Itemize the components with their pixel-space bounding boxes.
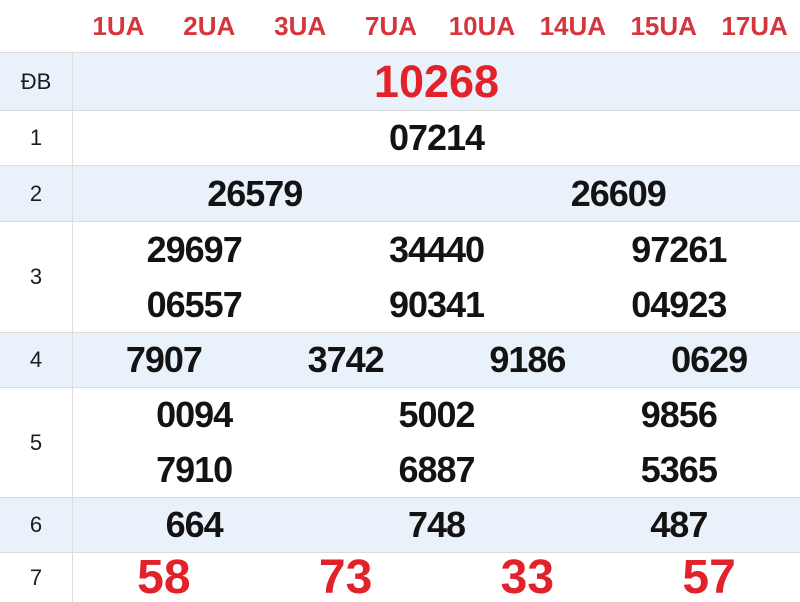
- prize-number-red: 33: [500, 550, 555, 602]
- prize-number: 9186: [489, 339, 566, 380]
- prize-number: 26579: [207, 172, 303, 214]
- table-row-4: 4 7907 3742 9186 0629: [0, 332, 800, 387]
- row-label: 1: [0, 111, 73, 165]
- table-row-3: 3 29697 34440 97261 06557 90341 04923: [0, 221, 800, 332]
- column-header-14ua: 14UA: [539, 10, 607, 41]
- prize-number: 0629: [671, 339, 748, 380]
- header-label-spacer: [0, 0, 73, 52]
- prize-number-red: 73: [318, 550, 373, 602]
- table-row-6: 6 664 748 487: [0, 497, 800, 552]
- prize-number: 5002: [398, 394, 475, 436]
- column-header-7ua: 7UA: [365, 10, 418, 41]
- table-row-2: 2 26579 26609: [0, 165, 800, 221]
- table-row-7: 7 58 73 33 57: [0, 552, 800, 602]
- prize-number: 04923: [631, 283, 727, 325]
- table-row-db: ĐB 10268: [0, 52, 800, 110]
- prize-number: 7910: [156, 448, 233, 490]
- column-header-2ua: 2UA: [183, 10, 236, 41]
- prize-number-special: 10268: [373, 56, 500, 107]
- column-header-10ua: 10UA: [448, 10, 516, 41]
- prize-number: 26609: [570, 172, 667, 214]
- prize-number: 97261: [631, 228, 727, 270]
- prize-number: 7907: [125, 339, 203, 380]
- prize-number: 90341: [388, 283, 485, 325]
- row-label: 2: [0, 166, 73, 221]
- row-label: 6: [0, 498, 73, 552]
- prize-number: 34440: [388, 228, 485, 270]
- row-label: 3: [0, 222, 73, 332]
- table-row-5: 5 0094 5002 9856 7910 6887 5365: [0, 387, 800, 497]
- prize-number: 9856: [640, 394, 718, 436]
- prize-number: 07214: [388, 117, 485, 158]
- row-label: 7: [0, 553, 73, 602]
- column-header-1ua: 1UA: [92, 10, 145, 41]
- row-label: 4: [0, 333, 73, 387]
- header-row: 1UA 2UA 3UA 7UA 10UA 14UA 15UA 17UA: [0, 0, 800, 52]
- row-label: ĐB: [0, 53, 73, 110]
- row-label: 5: [0, 388, 73, 497]
- prize-number-red: 58: [137, 550, 191, 602]
- column-header-3ua: 3UA: [274, 10, 327, 41]
- prize-number: 664: [165, 504, 224, 545]
- prize-number: 487: [650, 504, 708, 545]
- prize-number-red: 57: [682, 550, 736, 602]
- column-header-17ua: 17UA: [721, 10, 788, 41]
- prize-number: 5365: [640, 448, 718, 490]
- prize-number: 6887: [398, 448, 475, 490]
- prize-number: 06557: [146, 283, 243, 325]
- prize-number: 3742: [307, 339, 385, 380]
- prize-number: 29697: [146, 228, 243, 270]
- prize-number: 748: [407, 504, 466, 545]
- column-header-15ua: 15UA: [630, 10, 697, 41]
- table-row-1: 1 07214: [0, 110, 800, 165]
- prize-number: 0094: [156, 394, 233, 436]
